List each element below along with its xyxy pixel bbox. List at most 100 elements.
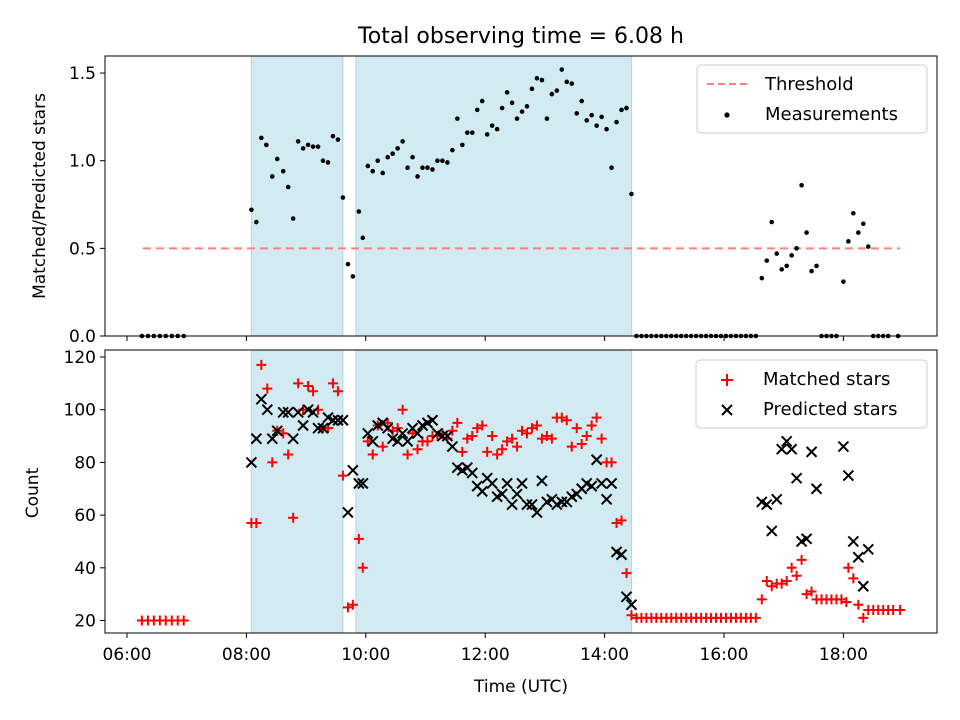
matched-point-1728 xyxy=(806,586,817,597)
x-tick-label-1600: 16:00 xyxy=(700,645,749,665)
measurement-point-1142 xyxy=(464,130,470,135)
matched-point-0815 xyxy=(256,359,267,370)
measurement-point-0947 xyxy=(350,274,356,279)
matched-point-1132 xyxy=(452,417,463,428)
matched-point-1322 xyxy=(561,415,572,426)
predicted-point-1810 xyxy=(847,535,860,548)
measurement-point-1222 xyxy=(504,90,510,95)
predicted-point-1042 xyxy=(401,435,414,448)
predicted-point-1002 xyxy=(362,427,374,440)
measurement-point-1332 xyxy=(574,111,580,116)
predicted-point-1708 xyxy=(785,443,798,455)
matched-point-1157 xyxy=(477,420,488,431)
bottom-axis-ticks: 20 40 60 80 100 120 06:00 08:00 10:00 12:00 14:00 1… xyxy=(64,348,868,665)
matched-point-1307 xyxy=(546,433,557,444)
predicted-point-1147 xyxy=(466,467,478,479)
predicted-point-1127 xyxy=(446,440,459,453)
matched-point-1713 xyxy=(791,570,802,581)
predicted-point-1237 xyxy=(516,477,528,490)
measurement-point-1017 xyxy=(380,170,386,176)
predicted-point-1207 xyxy=(486,477,498,490)
predicted-point-1107 xyxy=(426,414,439,426)
predicted-point-0810 xyxy=(250,432,263,445)
measurement-point-1800 xyxy=(841,279,846,284)
predicted-point-1007 xyxy=(367,435,379,448)
measurement-point-1643 xyxy=(764,258,770,263)
matched-point-1017 xyxy=(377,441,388,452)
top-shaded-intervals xyxy=(250,55,632,337)
matched-point-1002 xyxy=(362,436,373,447)
measurement-point-1810 xyxy=(851,210,856,216)
predicted-point-0805 xyxy=(245,456,258,469)
matched-point-1347 xyxy=(586,420,597,431)
top-y-tick-label-0.0: 0.0 xyxy=(69,327,96,347)
measurement-point-0810 xyxy=(254,219,259,225)
bottom-shaded-intervals xyxy=(250,349,632,634)
measurement-point-1402 xyxy=(604,126,609,132)
measurement-point-1022 xyxy=(385,154,390,160)
measurement-point-1312 xyxy=(554,88,560,93)
measurement-point-1317 xyxy=(559,67,565,72)
measurement-point-1723 xyxy=(804,230,809,235)
matched-point-0842 xyxy=(283,449,294,460)
measurement-point-1307 xyxy=(549,91,555,97)
measurement-point-1052 xyxy=(415,174,420,179)
matched-point-1703 xyxy=(781,575,792,586)
matched-point-1042 xyxy=(402,449,413,460)
measurement-point-0837 xyxy=(280,168,286,174)
legend-measurements-label: Measurements xyxy=(765,104,898,125)
measurement-point-0826 xyxy=(269,174,275,179)
measurement-point-1012 xyxy=(375,158,381,163)
measurement-point-1227 xyxy=(509,100,515,106)
measurement-point-1112 xyxy=(435,158,440,163)
predicted-point-1825 xyxy=(862,543,874,556)
measurement-point-0852 xyxy=(295,139,301,144)
measurement-point-0917 xyxy=(320,158,326,163)
measurement-point-1032 xyxy=(395,146,400,151)
predicted-point-0837 xyxy=(277,406,289,419)
predicted-point-1820 xyxy=(857,580,870,592)
measurement-point-1347 xyxy=(589,112,594,118)
predicted-point-0957 xyxy=(357,477,369,490)
matched-point-1207 xyxy=(487,431,498,442)
matched-point-1810 xyxy=(848,573,859,584)
measurement-point-1252 xyxy=(534,76,540,81)
predicted-point-0947 xyxy=(347,464,359,477)
predicted-point-1122 xyxy=(441,430,454,442)
measurement-point-1042 xyxy=(405,165,410,171)
bottom-y-tick-label-60: 60 xyxy=(74,506,96,526)
predicted-point-0912 xyxy=(312,422,324,434)
matched-point-0847 xyxy=(288,512,299,523)
measurement-point-0942 xyxy=(345,261,351,267)
measurement-point-1152 xyxy=(474,107,480,113)
bottom-legend: Matched stars Predicted stars xyxy=(695,359,928,429)
measurement-point-1037 xyxy=(400,139,405,144)
measurement-point-1417 xyxy=(619,107,624,113)
measurement-point-1207 xyxy=(489,123,495,128)
bottom-axes-frame xyxy=(104,349,938,634)
measurement-point-1805 xyxy=(846,239,851,244)
measurement-point-1117 xyxy=(440,158,445,163)
matched-point-0932 xyxy=(332,386,343,397)
predicted-point-1723 xyxy=(800,533,813,545)
predicted-point-1247 xyxy=(526,498,538,511)
measurement-point-1412 xyxy=(614,119,619,125)
matched-point-0907 xyxy=(308,386,319,397)
measurement-point-1302 xyxy=(544,116,550,121)
matched-point-0953 xyxy=(353,533,364,544)
top-shaded-interval-2 xyxy=(355,55,632,337)
predicted-point-1658 xyxy=(776,443,788,455)
measurement-point-1257 xyxy=(539,77,545,83)
predicted-point-1317 xyxy=(556,496,568,508)
legend-threshold-label: Threshold xyxy=(764,74,854,95)
matched-point-0927 xyxy=(327,378,338,389)
matched-point-1638 xyxy=(756,594,767,605)
matched-point-1217 xyxy=(497,444,508,455)
matched-point-0937 xyxy=(337,470,348,481)
measurement-point-1713 xyxy=(794,246,799,251)
matched-point-1422 xyxy=(621,568,632,579)
measurement-point-1718 xyxy=(799,182,804,188)
measurement-point-0957 xyxy=(360,235,366,241)
predicted-point-1800 xyxy=(837,440,850,453)
matched-point-1407 xyxy=(606,457,617,468)
